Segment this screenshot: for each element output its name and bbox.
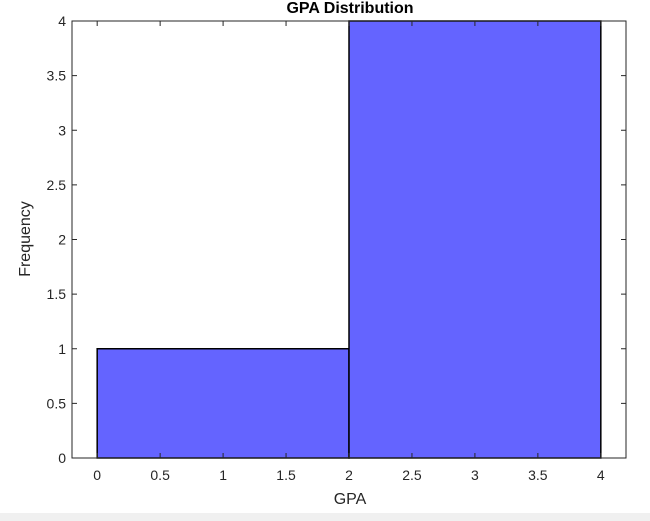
- x-tick-label: 1.5: [276, 467, 296, 483]
- x-tick-label: 0.5: [150, 467, 170, 483]
- y-tick-label: 2.5: [47, 177, 67, 193]
- y-axis-label: Frequency: [17, 201, 34, 277]
- x-ticks: 0 0.5 1 1.5 2 2.5 3 3.5 4: [93, 21, 605, 483]
- x-tick-label: 4: [597, 467, 605, 483]
- y-tick-label: 1.5: [47, 286, 67, 302]
- y-tick-label: 3.5: [47, 68, 67, 84]
- x-tick-label: 3.5: [528, 467, 548, 483]
- y-tick-label: 4: [58, 13, 66, 29]
- x-tick-label: 2: [345, 467, 353, 483]
- y-ticks: 0 0.5 1 1.5 2 2.5 3 3.5 4: [47, 13, 626, 466]
- y-tick-label: 2: [58, 232, 66, 248]
- chart-title: GPA Distribution: [286, 0, 413, 17]
- x-tick-label: 2.5: [402, 467, 422, 483]
- y-tick-label: 3: [58, 122, 66, 138]
- y-tick-label: 0.5: [47, 395, 67, 411]
- histogram-bar-0: [96, 348, 350, 459]
- y-tick-label: 1: [58, 341, 66, 357]
- x-tick-label: 0: [93, 467, 101, 483]
- x-axis-label: GPA: [334, 491, 367, 508]
- x-tick-label: 3: [471, 467, 479, 483]
- histogram-bar-1: [348, 20, 602, 459]
- x-tick-label: 1: [219, 467, 227, 483]
- bottom-strip: [0, 513, 650, 521]
- y-tick-label: 0: [58, 450, 66, 466]
- bars-group: [96, 20, 602, 459]
